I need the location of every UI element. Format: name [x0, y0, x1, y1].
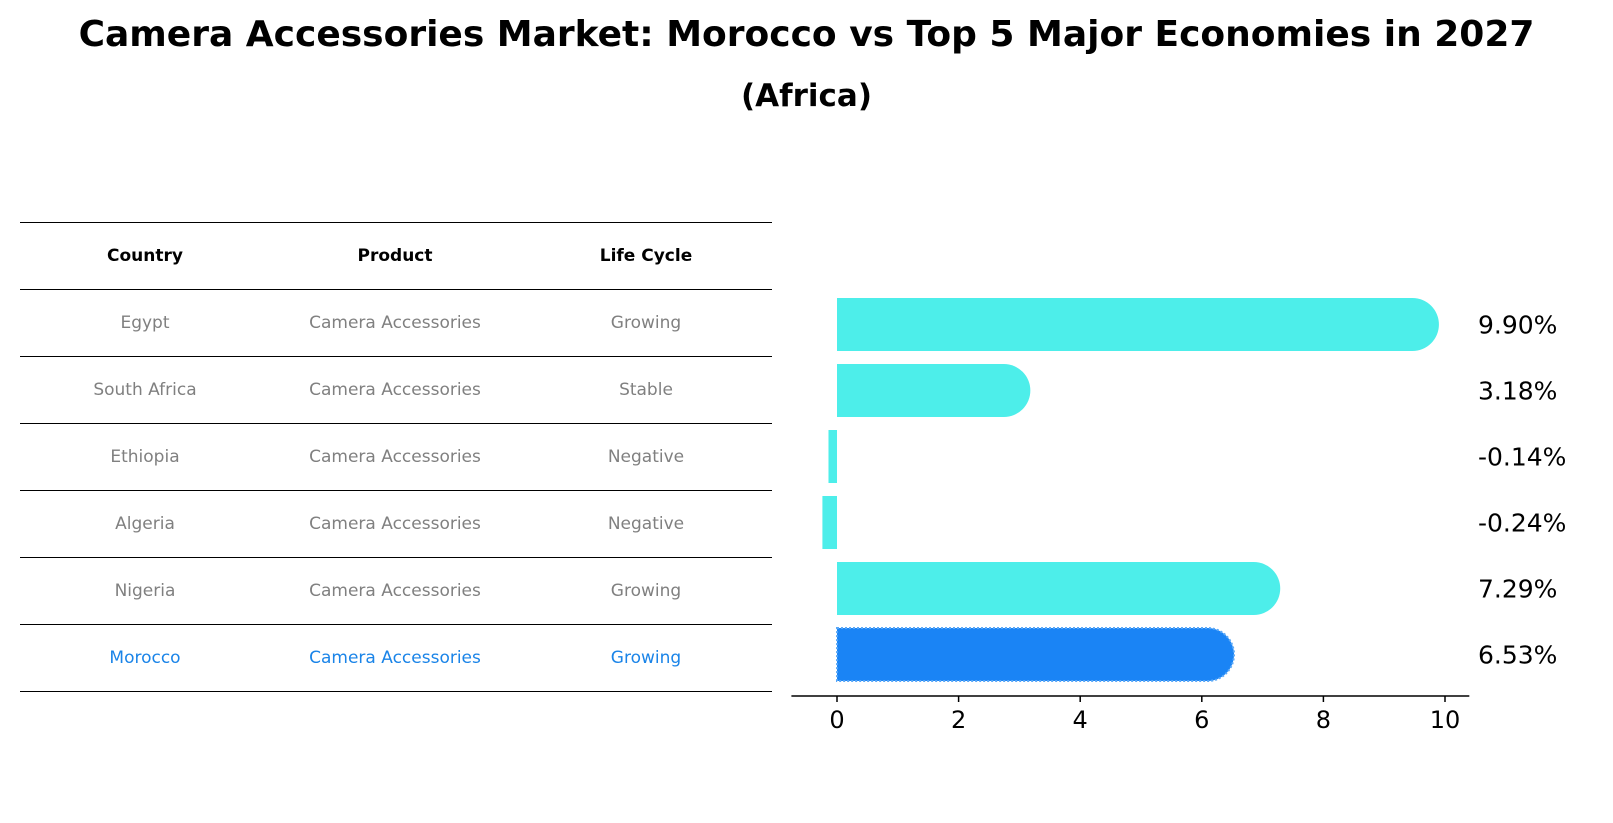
cell-life-cycle: Growing — [610, 581, 682, 601]
cell-life-cycle: Negative — [607, 514, 685, 534]
table-row: Egypt Camera Accessories Growing — [20, 290, 772, 357]
bar — [828, 430, 837, 483]
x-tick-label: 4 — [1073, 706, 1088, 734]
cell-country: Ethiopia — [110, 447, 180, 467]
table-header-row: Country Product Life Cycle — [20, 222, 772, 290]
bar — [837, 364, 1031, 417]
x-tick-label: 8 — [1316, 706, 1331, 734]
table-row: Ethiopia Camera Accessories Negative — [20, 424, 772, 491]
table-row: South Africa Camera Accessories Stable — [20, 357, 772, 424]
cell-life-cycle: Growing — [610, 313, 682, 333]
cell-product: Camera Accessories — [309, 447, 481, 467]
header-life-cycle: Life Cycle — [599, 246, 693, 266]
chart-subtitle: (Africa) — [740, 78, 873, 114]
header-country: Country — [107, 246, 183, 266]
data-label: 6.53% — [1478, 641, 1557, 670]
cell-life-cycle: Growing — [610, 648, 682, 668]
cell-product: Camera Accessories — [309, 514, 481, 534]
table-row: Algeria Camera Accessories Negative — [20, 491, 772, 558]
cell-country: Egypt — [120, 313, 170, 333]
data-label: 7.29% — [1478, 575, 1557, 604]
cell-product: Camera Accessories — [309, 313, 481, 333]
table-row-highlight: Morocco Camera Accessories Growing — [20, 625, 772, 692]
cell-product: Camera Accessories — [309, 581, 481, 601]
x-tick-label: 6 — [1194, 706, 1209, 734]
header-product: Product — [357, 246, 433, 266]
cell-life-cycle: Stable — [619, 380, 673, 400]
cell-product: Camera Accessories — [309, 648, 481, 668]
data-table: Country Product Life Cycle Egypt Camera … — [20, 222, 772, 692]
data-label: 3.18% — [1478, 377, 1557, 406]
x-tick-label: 10 — [1430, 706, 1461, 734]
x-tick-label: 0 — [829, 706, 844, 734]
bar — [837, 562, 1281, 615]
cell-product: Camera Accessories — [309, 380, 481, 400]
cell-country: Nigeria — [114, 581, 176, 601]
cell-country: South Africa — [93, 380, 197, 400]
cell-country: Morocco — [109, 648, 181, 668]
bar — [822, 496, 837, 549]
x-tick-label: 2 — [951, 706, 966, 734]
data-label: 9.90% — [1478, 311, 1557, 340]
cell-life-cycle: Negative — [607, 447, 685, 467]
data-label: -0.24% — [1478, 509, 1566, 538]
bar — [837, 298, 1439, 351]
table-row: Nigeria Camera Accessories Growing — [20, 558, 772, 625]
chart-title: Camera Accessories Market: Morocco vs To… — [78, 14, 1535, 55]
cell-country: Algeria — [115, 514, 175, 534]
bar-highlight — [836, 627, 1236, 682]
data-label: -0.14% — [1478, 443, 1566, 472]
